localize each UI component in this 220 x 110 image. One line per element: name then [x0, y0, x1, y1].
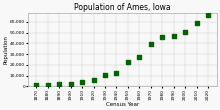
Point: [126, 61, 130, 63]
Point: [103, 74, 107, 76]
Point: [81, 81, 84, 83]
X-axis label: Census Year: Census Year: [106, 102, 139, 106]
Point: [69, 83, 73, 84]
Point: [138, 56, 141, 58]
Point: [195, 22, 198, 24]
Point: [183, 31, 187, 33]
Point: [206, 14, 210, 16]
Point: [115, 72, 118, 74]
Y-axis label: Population: Population: [4, 35, 9, 64]
Point: [172, 35, 175, 36]
Point: [46, 84, 50, 86]
Point: [92, 79, 95, 80]
Point: [160, 36, 164, 38]
Point: [35, 84, 38, 86]
Point: [58, 83, 61, 84]
Title: Population of Ames, Iowa: Population of Ames, Iowa: [74, 4, 170, 12]
Point: [149, 43, 152, 45]
